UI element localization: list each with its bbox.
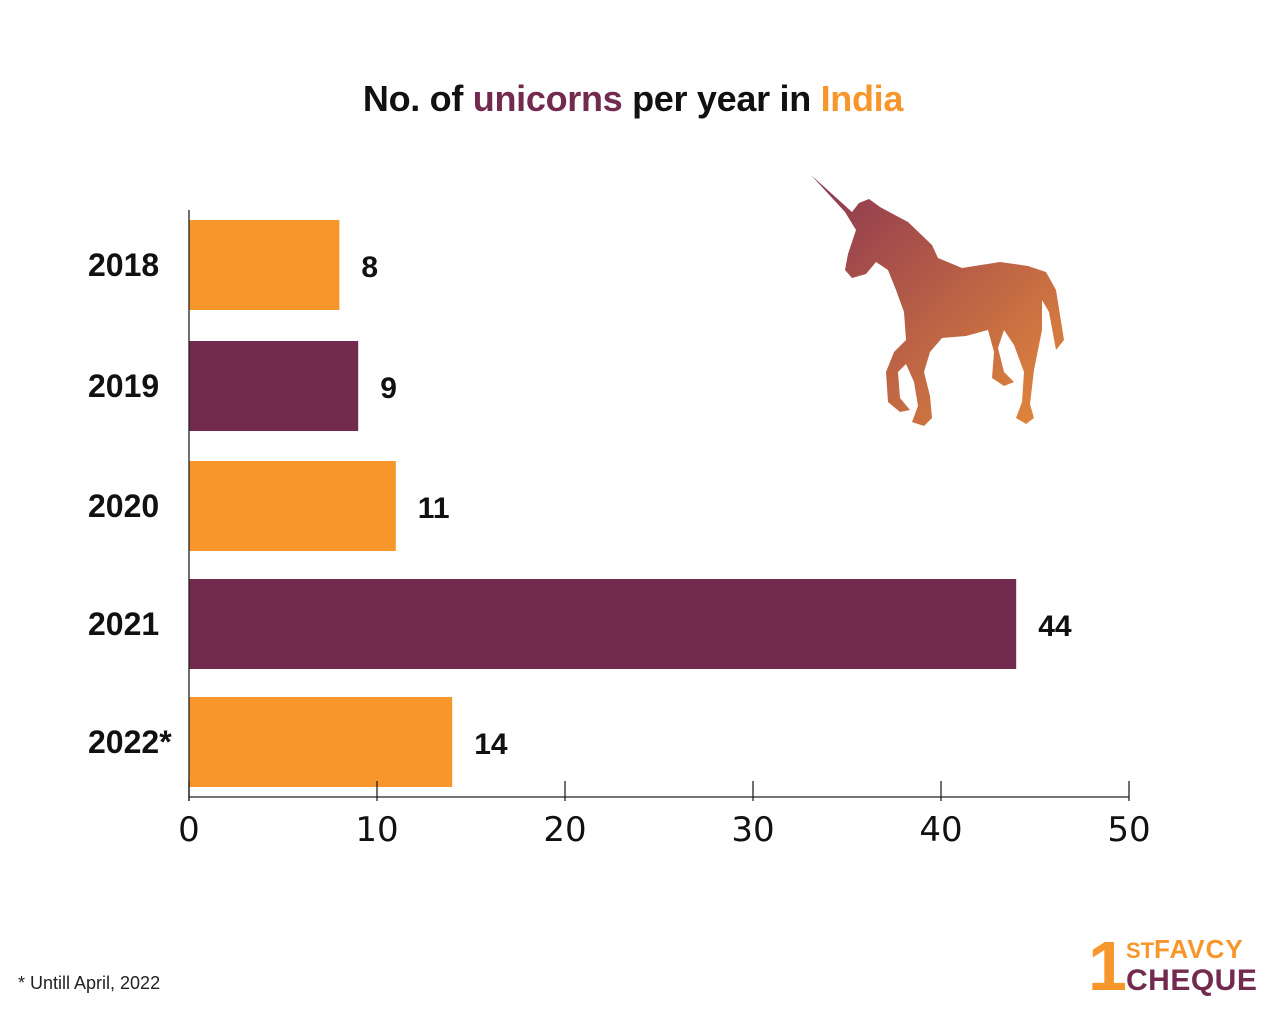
- category-label: 2018: [88, 247, 159, 283]
- x-tick-label: 20: [543, 810, 586, 850]
- value-label: 8: [361, 251, 378, 284]
- bar-2019: [189, 341, 359, 431]
- title-part-india: India: [820, 78, 904, 119]
- labels-group: 2018 8 2019 9 2020 11 2021 44 2022* 14 0 10 20 30 40 50: [88, 247, 1151, 850]
- x-tick-label: 40: [919, 810, 962, 850]
- logo-number: 1: [1088, 927, 1127, 1005]
- bar-2021: [189, 579, 1017, 669]
- footnote: * Untill April, 2022: [18, 973, 161, 993]
- value-label: 11: [418, 492, 450, 525]
- x-tick-label: 30: [731, 810, 774, 850]
- bars-group: [189, 220, 1017, 787]
- bar-2020: [189, 461, 396, 551]
- category-label: 2022*: [88, 724, 172, 760]
- brand-logo: 1 ST FAVCY CHEQUE: [1086, 927, 1258, 1005]
- category-label: 2020: [88, 488, 159, 524]
- unicorn-icon: [811, 175, 1064, 426]
- axes-group: [188, 210, 1130, 801]
- bar-2022: [189, 697, 453, 787]
- x-tick-label: 10: [355, 810, 398, 850]
- x-tick-label: 0: [178, 810, 200, 850]
- value-label: 9: [380, 372, 397, 405]
- category-label: 2019: [88, 368, 159, 404]
- title-part-3: per year in: [622, 78, 821, 119]
- title-part-unicorns: unicorns: [472, 78, 623, 119]
- value-label: 14: [474, 728, 508, 761]
- bar-2018: [189, 220, 340, 310]
- title-part-1: No. of: [362, 78, 473, 119]
- chart-title: No. of unicorns per year in India: [0, 78, 1266, 120]
- logo-bottom-text: CHEQUE: [1126, 964, 1258, 997]
- logo-superscript: ST: [1126, 938, 1155, 963]
- category-label: 2021: [88, 606, 159, 642]
- logo-top-text: FAVCY: [1154, 934, 1244, 964]
- x-tick-label: 50: [1107, 810, 1150, 850]
- value-label: 44: [1038, 610, 1072, 643]
